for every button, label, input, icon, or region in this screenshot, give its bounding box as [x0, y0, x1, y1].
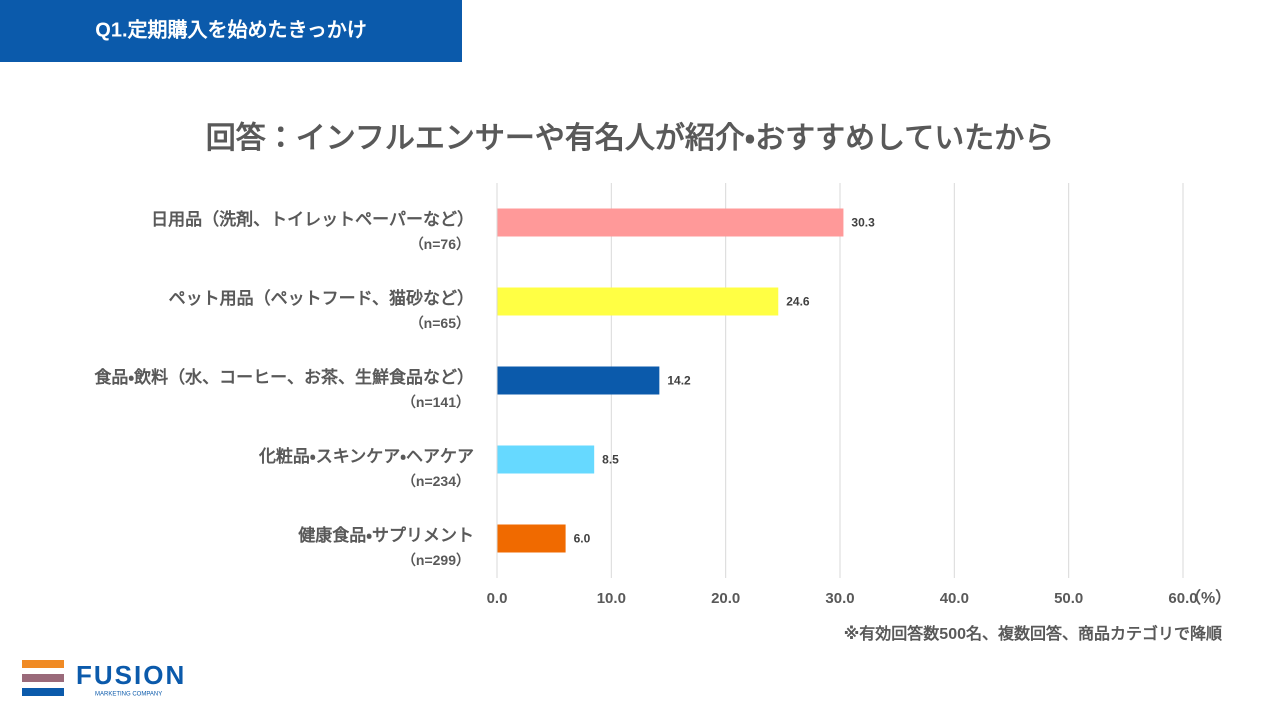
x-tick-label: 40.0: [940, 590, 969, 607]
footnote: ※有効回答数500名、複数回答、商品カテゴリで降順: [844, 624, 1223, 643]
header-title: Q1.定期購入を始めたきっかけ: [95, 17, 366, 41]
bar: [497, 524, 566, 553]
category-note: （n=234）: [402, 473, 470, 489]
bar: [497, 287, 779, 316]
category-note: （n=76）: [410, 236, 470, 252]
x-tick-label: 0.0: [487, 590, 508, 607]
category-label: 健康食品・サプリメント: [297, 525, 474, 545]
category-label: 日用品（洗剤、トイレットペーパーなど）: [151, 209, 474, 229]
x-tick-label: 20.0: [711, 590, 740, 607]
x-tick-label: 60.0: [1168, 590, 1197, 607]
value-label: 30.3: [851, 216, 875, 230]
value-label: 6.0: [574, 532, 591, 546]
category-note: （n=141）: [402, 394, 470, 410]
logo-stripe: [22, 660, 64, 668]
logo-tagline: MARKETING COMPANY: [95, 692, 162, 698]
logo-stripe: [22, 674, 64, 682]
x-tick-label: 10.0: [597, 590, 626, 607]
chart-title: 回答：インフルエンサーや有名人が紹介・おすすめしていたから: [206, 121, 1054, 155]
value-label: 14.2: [667, 374, 691, 388]
category-label: 化粧品・スキンケア・ヘアケア: [258, 446, 474, 466]
value-label: 24.6: [786, 295, 810, 309]
bar: [497, 208, 844, 237]
logo-name: FUSION: [76, 660, 186, 690]
category-label: 食品・飲料（水、コーヒー、お茶、生鮮食品など）: [94, 367, 474, 387]
category-label: ペット用品（ペットフード、猫砂など）: [169, 288, 474, 308]
logo-stripe: [22, 688, 64, 696]
x-tick-label: 50.0: [1054, 590, 1083, 607]
category-note: （n=299）: [402, 552, 470, 568]
category-note: （n=65）: [410, 315, 470, 331]
header-band: [0, 0, 462, 62]
x-tick-label: 30.0: [825, 590, 854, 607]
x-unit: （%）: [1185, 589, 1231, 607]
bar: [497, 445, 595, 474]
value-label: 8.5: [602, 453, 619, 467]
logo: FUSION MARKETING COMPANY: [22, 660, 186, 698]
bar: [497, 366, 660, 395]
